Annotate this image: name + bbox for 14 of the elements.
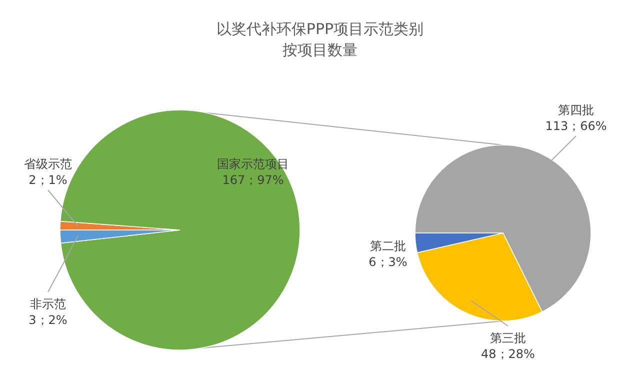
chart-title: 以奖代补环保PPP项目示范类别 [216, 20, 424, 38]
data-label: 6；3% [368, 255, 408, 269]
slice-label: 第二批 [370, 239, 406, 253]
data-label: 48；28% [481, 347, 535, 361]
data-label: 113；66% [545, 119, 607, 133]
chart-subtitle: 按项目数量 [282, 41, 358, 59]
data-label: 3；2% [28, 313, 68, 327]
data-label: 167；97% [222, 173, 284, 187]
data-label: 2；1% [28, 173, 68, 187]
slice-label: 第三批 [490, 331, 526, 345]
slice-label: 第四批 [558, 103, 594, 117]
slice-label: 省级示范 [24, 157, 72, 171]
slice-label: 非示范 [30, 297, 66, 311]
slice-label: 国家示范项目 [217, 157, 289, 171]
